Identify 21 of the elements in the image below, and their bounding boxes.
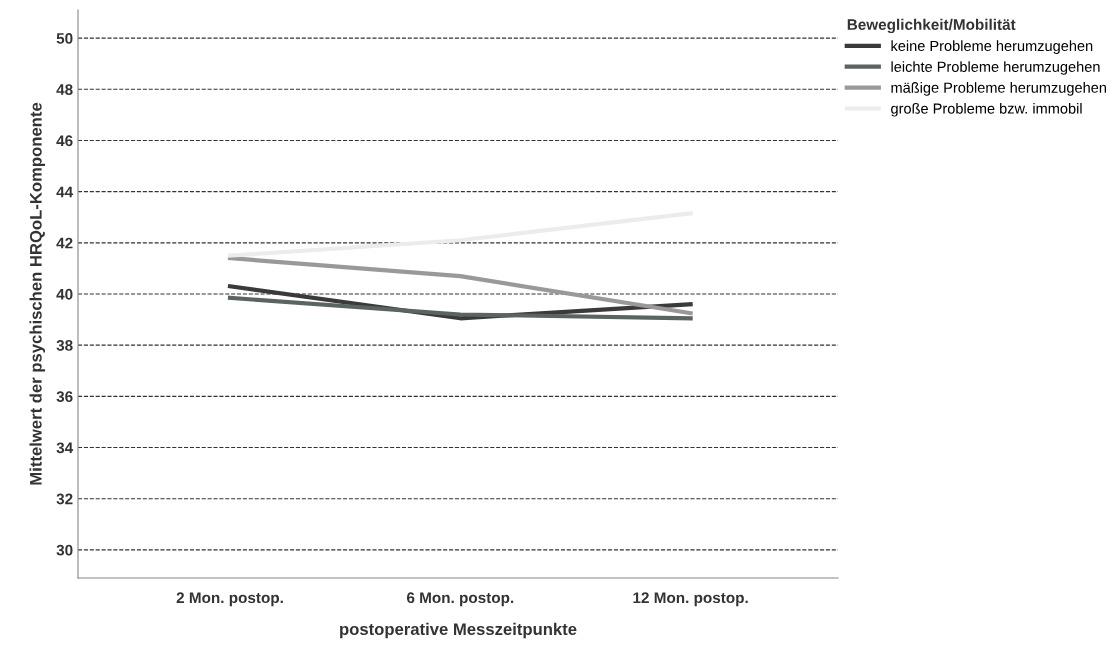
legend-label: leichte Probleme herumzugehen [891,61,1100,75]
y-tick-label: 40 [56,288,73,300]
y-tick-label: 46 [56,135,73,147]
x-tick-label: 2 Mon. postop. [176,592,283,607]
x-tick-label: 12 Mon. postop. [633,592,748,607]
y-tick-label: 36 [56,391,73,403]
legend-label: keine Probleme herumzugehen [891,40,1093,54]
y-tick-label: 42 [56,237,73,249]
y-axis-title: Mittelwert der psychischen HRQoL-Komponente [29,102,46,485]
y-tick-label: 48 [56,84,73,95]
legend-label: große Probleme bzw. immobil [891,103,1082,117]
y-tick-label: 30 [56,544,73,556]
y-tick-label: 38 [56,340,73,351]
x-axis-title: postoperative Messzeitpunkte [340,622,577,639]
y-tick-label: 50 [56,33,73,44]
y-tick-label: 44 [56,186,74,198]
x-tick-label: 6 Mon. postop. [406,592,514,607]
y-tick-label: 34 [56,442,74,454]
y-tick-label: 32 [56,493,73,505]
legend-title: Beweglichkeit/Mobilität [847,18,1016,34]
legend-label: mäßige Probleme herumzugehen [891,82,1106,96]
